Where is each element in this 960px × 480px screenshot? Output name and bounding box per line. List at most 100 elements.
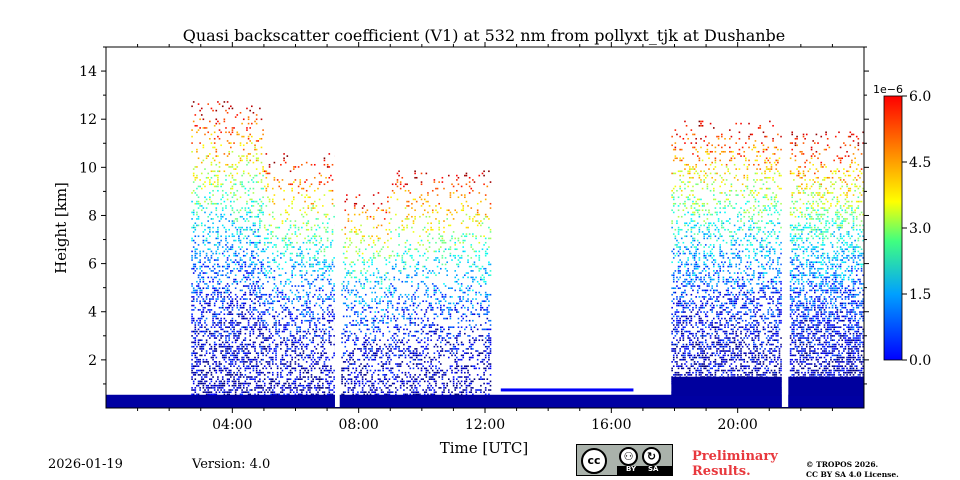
heat-cell <box>472 270 474 272</box>
heat-cell <box>257 228 260 231</box>
heat-cell <box>259 384 261 387</box>
heat-cell <box>350 228 353 231</box>
heat-cell <box>435 209 437 212</box>
heat-cell <box>207 363 210 365</box>
heat-cell <box>291 324 293 326</box>
heat-cell <box>393 267 396 270</box>
heat-cell <box>263 384 266 387</box>
heat-cell <box>401 382 404 385</box>
heat-cell <box>467 205 469 207</box>
heat-cell <box>460 285 463 287</box>
heat-cell <box>288 300 290 303</box>
heat-cell <box>435 259 437 261</box>
heat-cell <box>230 322 232 324</box>
heat-cell <box>242 218 245 220</box>
heat-cell <box>395 263 397 266</box>
heat-cell <box>325 352 327 355</box>
heat-cell <box>414 274 416 277</box>
heat-cell <box>396 341 399 344</box>
heat-cell <box>441 350 444 352</box>
heat-cell <box>361 252 364 255</box>
heat-cell <box>465 348 468 350</box>
heat-cell <box>252 378 255 380</box>
heat-cell <box>246 285 248 287</box>
heat-cell <box>236 198 239 201</box>
heat-cell <box>380 209 383 212</box>
heat-cell <box>213 354 216 357</box>
heat-cell <box>417 341 420 344</box>
heat-cell <box>468 374 471 376</box>
heat-cell <box>330 189 332 192</box>
heat-cell <box>438 250 440 253</box>
heat-cell <box>431 209 434 212</box>
heat-cell <box>396 309 399 311</box>
heat-cell <box>346 198 348 201</box>
heat-cell <box>204 261 206 264</box>
heat-cell <box>254 263 256 266</box>
heat-cell <box>192 345 195 348</box>
heat-cell <box>234 335 237 337</box>
heat-cell <box>271 380 274 383</box>
heat-cell <box>388 378 391 380</box>
heat-cell <box>438 289 440 292</box>
heat-cell <box>449 254 452 257</box>
heat-cell <box>353 332 356 335</box>
heat-cell <box>265 389 268 391</box>
heat-cell <box>239 371 242 374</box>
heat-cell <box>313 387 316 389</box>
heat-cell <box>414 393 416 396</box>
heat-cell <box>364 382 367 385</box>
heat-cell <box>414 248 416 251</box>
heat-cell <box>254 376 256 378</box>
heat-cell <box>326 267 329 270</box>
heat-cell <box>302 222 305 225</box>
heat-cell <box>218 361 221 363</box>
heat-cell <box>192 352 195 355</box>
heat-cell <box>273 384 276 387</box>
heat-cell <box>385 228 388 231</box>
heat-cell <box>301 226 303 229</box>
heat-cell <box>204 361 206 363</box>
heat-cell <box>464 235 466 238</box>
heat-cell <box>350 352 353 355</box>
heat-cell <box>212 194 214 196</box>
heat-cell <box>288 296 290 298</box>
heat-cell <box>368 337 370 339</box>
heat-cell <box>273 244 276 246</box>
heat-cell <box>475 309 477 311</box>
heat-cell <box>239 304 242 307</box>
heat-cell <box>231 389 234 391</box>
heat-cell <box>462 250 465 253</box>
heat-cell <box>307 387 310 389</box>
heat-cell <box>221 287 224 290</box>
heat-cell <box>233 335 235 337</box>
heat-cell <box>292 380 295 383</box>
heat-cell <box>317 361 319 363</box>
heat-cell <box>427 387 429 389</box>
heat-cell <box>301 270 303 272</box>
heat-cell <box>391 376 394 378</box>
heat-cell <box>342 391 345 393</box>
heat-cell <box>333 376 335 378</box>
heat-cell <box>387 380 389 383</box>
heat-cell <box>262 367 264 370</box>
heat-cell <box>457 254 460 257</box>
heat-cell <box>341 382 343 385</box>
heat-cell <box>462 209 465 212</box>
heat-cell <box>369 311 372 313</box>
heat-cell <box>215 118 218 121</box>
heat-cell <box>391 304 394 307</box>
heat-cell <box>454 389 457 391</box>
heat-cell <box>238 382 240 385</box>
heat-cell <box>388 369 391 372</box>
heat-cell <box>444 263 447 266</box>
heat-cell <box>244 313 247 316</box>
heat-cell <box>454 237 457 240</box>
heat-cell <box>470 389 473 391</box>
heat-cell <box>210 250 213 253</box>
heat-cell <box>255 200 258 203</box>
heat-cell <box>246 354 248 357</box>
heat-cell <box>200 382 203 385</box>
heat-cell <box>467 293 469 296</box>
heat-cell <box>262 133 264 136</box>
